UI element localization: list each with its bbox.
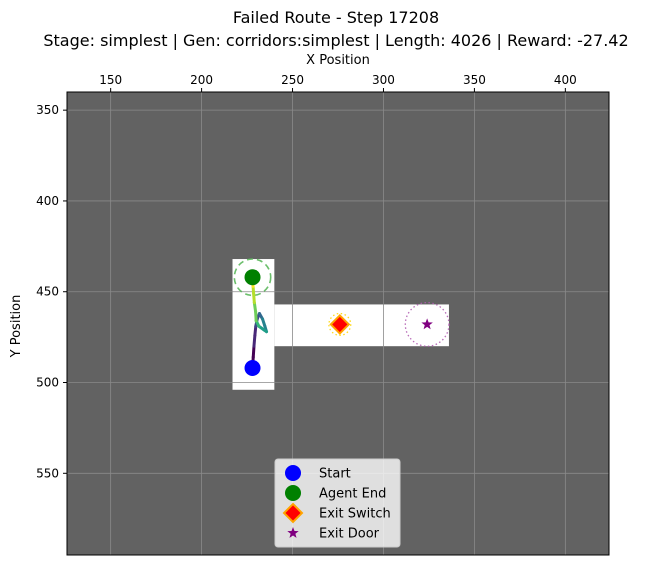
x-tick-label: 250: [281, 73, 304, 87]
y-axis-ticks: 350 400 450 500 550: [36, 103, 67, 480]
trajectory-segment: [254, 310, 258, 323]
y-axis-label: Y Position: [9, 295, 24, 359]
radius-circles: [233, 258, 450, 347]
y-tick-label: 550: [36, 466, 59, 480]
legend-agent-end-swatch: [285, 485, 301, 501]
x-tick-label: 200: [190, 73, 213, 87]
legend-exit-door-swatch: [287, 527, 299, 538]
y-tick-label: 500: [36, 376, 59, 390]
trajectory-segment: [251, 344, 256, 359]
exit-switch-marker: [329, 313, 351, 335]
y-tick-label: 450: [36, 285, 59, 299]
plot-frame: [66, 91, 610, 556]
x-tick-label: 350: [463, 73, 486, 87]
radius-circle-2: [328, 312, 352, 336]
x-axis-ticks: 150 200 250 300 350 400: [99, 73, 577, 92]
legend-entries: Start Agent End Exit Switch Exit Door: [282, 465, 391, 542]
y-tick-label: 350: [36, 103, 59, 117]
trajectory-segment: [253, 324, 258, 337]
chart-title: Failed Route - Step 17208: [233, 8, 439, 27]
radius-circle-3: [404, 301, 450, 347]
legend-label: Agent End: [319, 487, 386, 502]
legend-exit-switch-swatch: [282, 502, 304, 524]
chart-subtitle: Stage: simplest | Gen: corridors:simples…: [43, 31, 628, 50]
legend-start-swatch: [285, 465, 301, 481]
y-tick-label: 400: [36, 194, 59, 208]
radius-circle-1: [233, 258, 272, 297]
floor-region-2: [274, 304, 449, 347]
x-axis-label: X Position: [306, 53, 370, 68]
agent-end-marker: [244, 269, 261, 286]
markers: [244, 269, 433, 376]
legend-label: Exit Door: [319, 527, 380, 542]
legend-label: Start: [319, 467, 351, 482]
legend-frame: [274, 458, 401, 548]
x-tick-label: 300: [372, 73, 395, 87]
trajectory-segment: [252, 333, 257, 348]
x-tick-label: 400: [554, 73, 577, 87]
legend-label: Exit Switch: [319, 507, 391, 522]
x-tick-label: 150: [99, 73, 122, 87]
legend: Start Agent End Exit Switch Exit Door: [274, 458, 401, 548]
trajectory-segment: [252, 301, 258, 314]
trajectory-segment: [252, 292, 256, 305]
exit-door-marker: [421, 318, 433, 330]
start-marker: [244, 359, 261, 376]
